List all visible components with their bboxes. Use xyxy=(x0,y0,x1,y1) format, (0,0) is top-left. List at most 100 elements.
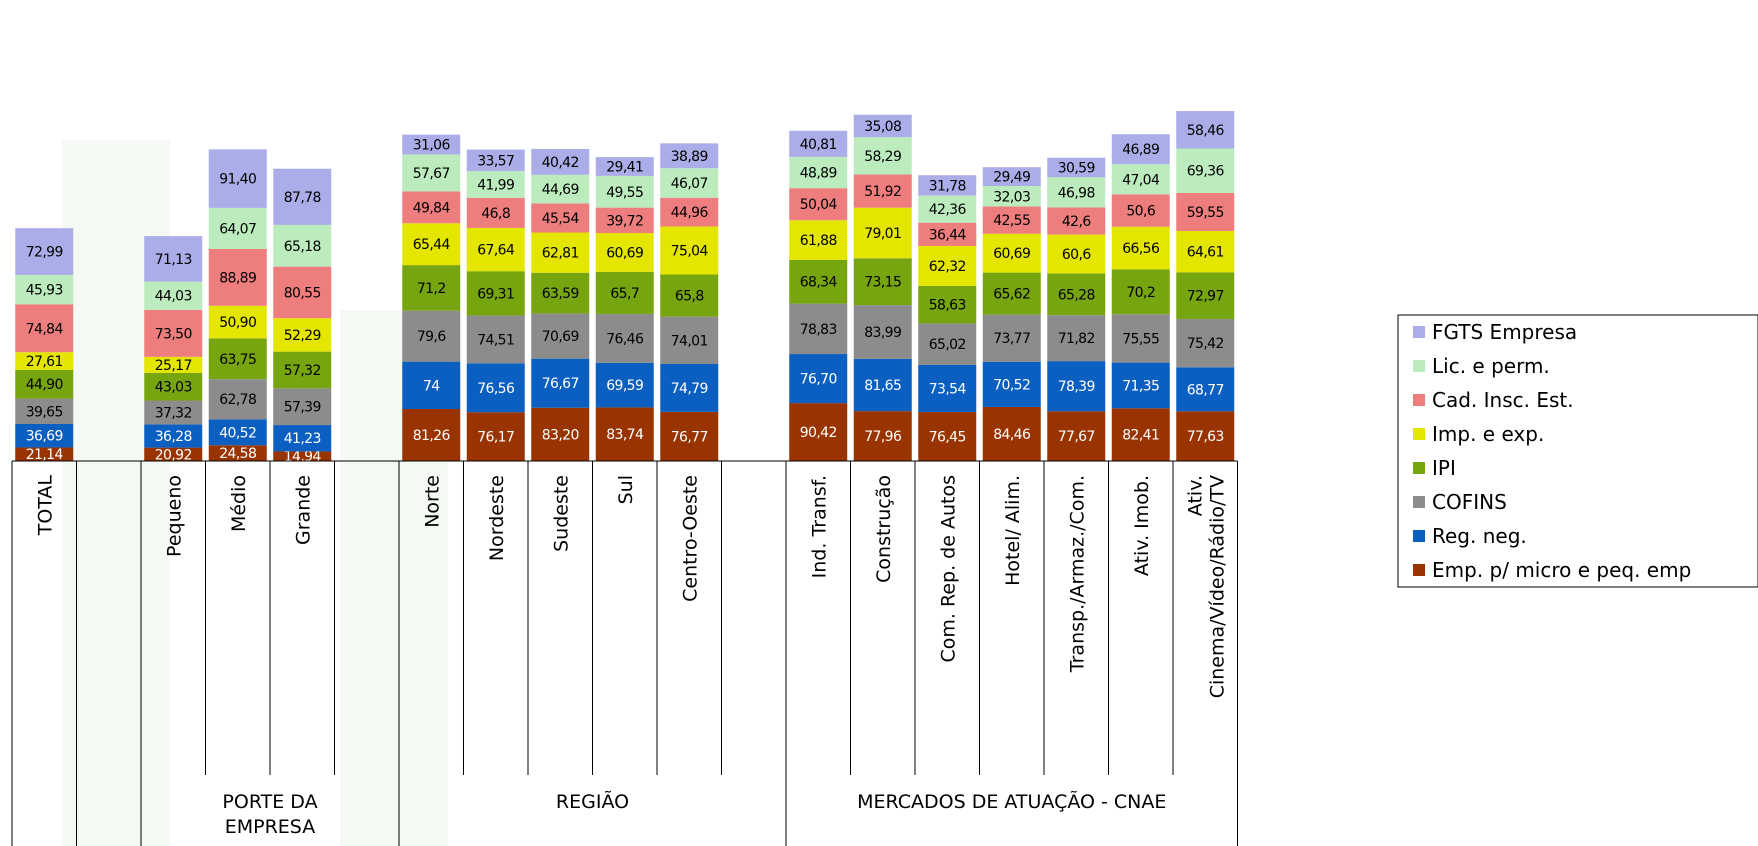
category-label: Ind. Transf. xyxy=(808,475,830,578)
category-label: Grande xyxy=(292,475,314,545)
data-label: 76,77 xyxy=(671,429,708,445)
bar-segment xyxy=(15,352,74,370)
category-label-text: Com. Rep. de Autos xyxy=(937,475,959,662)
legend-swatch xyxy=(1413,564,1425,576)
category-label: Nordeste xyxy=(486,475,508,561)
data-label: 51,92 xyxy=(864,184,901,200)
bar-segment xyxy=(1047,234,1106,274)
bar-segment xyxy=(402,265,461,311)
legend-label: IPI xyxy=(1432,456,1456,480)
category-label-text: Ind. Transf. xyxy=(808,475,830,578)
bar-segment xyxy=(466,227,525,272)
bar-segment xyxy=(466,363,525,413)
bar-segment xyxy=(531,174,590,204)
bar-segment xyxy=(531,407,590,461)
data-label: 58,46 xyxy=(1187,123,1225,139)
data-label: 42,36 xyxy=(929,202,967,218)
bar-segment xyxy=(982,206,1041,234)
bar-segment xyxy=(466,197,525,228)
data-label: 68,77 xyxy=(1187,382,1224,398)
bar-segment xyxy=(273,168,332,225)
data-label: 88,89 xyxy=(219,270,256,286)
data-label: 83,74 xyxy=(606,427,644,443)
legend-swatch xyxy=(1413,394,1425,406)
bar-segment xyxy=(918,323,977,366)
data-label: 57,39 xyxy=(284,400,321,416)
bar-segment xyxy=(595,271,654,314)
bar-segment xyxy=(595,313,654,363)
bar-segment xyxy=(208,445,267,461)
bar-segment xyxy=(402,310,461,362)
data-label: 40,52 xyxy=(219,425,256,441)
bar-segment xyxy=(273,351,332,389)
data-label: 87,78 xyxy=(284,190,321,206)
data-label: 76,45 xyxy=(929,430,966,446)
data-label: 29,41 xyxy=(606,160,643,176)
data-label: 39,65 xyxy=(26,404,63,420)
legend-swatch xyxy=(1413,496,1425,508)
data-label: 47,04 xyxy=(1122,172,1160,188)
data-label: 50,6 xyxy=(1126,204,1155,220)
data-label: 61,88 xyxy=(800,233,837,249)
bar-segment xyxy=(982,361,1041,407)
category-label: Norte xyxy=(421,475,443,528)
data-label: 79,01 xyxy=(864,226,901,242)
bar-segment xyxy=(144,309,203,357)
bar-segment xyxy=(1047,411,1106,461)
bar-segment xyxy=(789,259,848,304)
bar-segment xyxy=(402,191,461,224)
data-label: 30,59 xyxy=(1058,160,1095,176)
bar-segment xyxy=(1111,269,1170,315)
bar-segment xyxy=(402,154,461,192)
data-label: 77,96 xyxy=(864,429,902,445)
category-label-text: Sul xyxy=(615,475,637,504)
data-label: 27,61 xyxy=(26,354,63,370)
data-label: 36,69 xyxy=(26,429,63,445)
data-label: 64,07 xyxy=(219,221,256,237)
data-label: 29,49 xyxy=(993,170,1030,186)
bar-segment xyxy=(595,175,654,208)
bar-segment xyxy=(144,424,203,448)
data-label: 50,04 xyxy=(800,197,838,213)
bar-segment xyxy=(789,403,848,461)
data-label: 82,41 xyxy=(1122,428,1159,444)
bar-segment xyxy=(402,134,461,155)
data-label: 77,63 xyxy=(1187,429,1224,445)
bar-segment xyxy=(660,143,719,169)
data-label: 65,44 xyxy=(413,237,451,253)
data-label: 65,02 xyxy=(929,337,966,353)
data-label: 76,70 xyxy=(800,372,837,388)
bar-segment xyxy=(1111,408,1170,461)
data-label: 63,75 xyxy=(219,352,256,368)
bar-segment xyxy=(15,423,74,448)
bar-segment xyxy=(144,236,203,282)
bar-segment xyxy=(1047,361,1106,412)
data-label: 44,69 xyxy=(542,182,579,198)
data-label: 41,23 xyxy=(284,431,321,447)
category-label-text: Cinema/Vídeo/Rádio/TV xyxy=(1206,475,1228,698)
data-label: 73,54 xyxy=(929,382,967,398)
data-label: 66,56 xyxy=(1122,241,1160,257)
bar-segment xyxy=(402,223,461,266)
data-label: 62,32 xyxy=(929,259,966,275)
category-label-text: Nordeste xyxy=(486,475,508,561)
data-label: 25,17 xyxy=(155,358,192,374)
bar-segment xyxy=(466,412,525,461)
data-label: 50,90 xyxy=(219,315,256,331)
bar-segment xyxy=(144,447,203,461)
legend-label: Lic. e perm. xyxy=(1432,354,1550,378)
bar-segment xyxy=(15,274,74,305)
bar-segment xyxy=(1111,164,1170,195)
data-label: 31,06 xyxy=(413,137,451,153)
data-label: 74,84 xyxy=(26,321,64,337)
bar-segment xyxy=(1047,157,1106,178)
data-label: 91,40 xyxy=(219,172,256,188)
data-label: 83,20 xyxy=(542,427,579,443)
data-label: 74,79 xyxy=(671,381,708,397)
bar-segment xyxy=(789,130,848,157)
data-label: 49,55 xyxy=(606,185,643,201)
bar-segment xyxy=(918,222,977,246)
data-label: 31,78 xyxy=(929,178,966,194)
bar-segment xyxy=(466,271,525,316)
data-label: 48,89 xyxy=(800,166,837,182)
